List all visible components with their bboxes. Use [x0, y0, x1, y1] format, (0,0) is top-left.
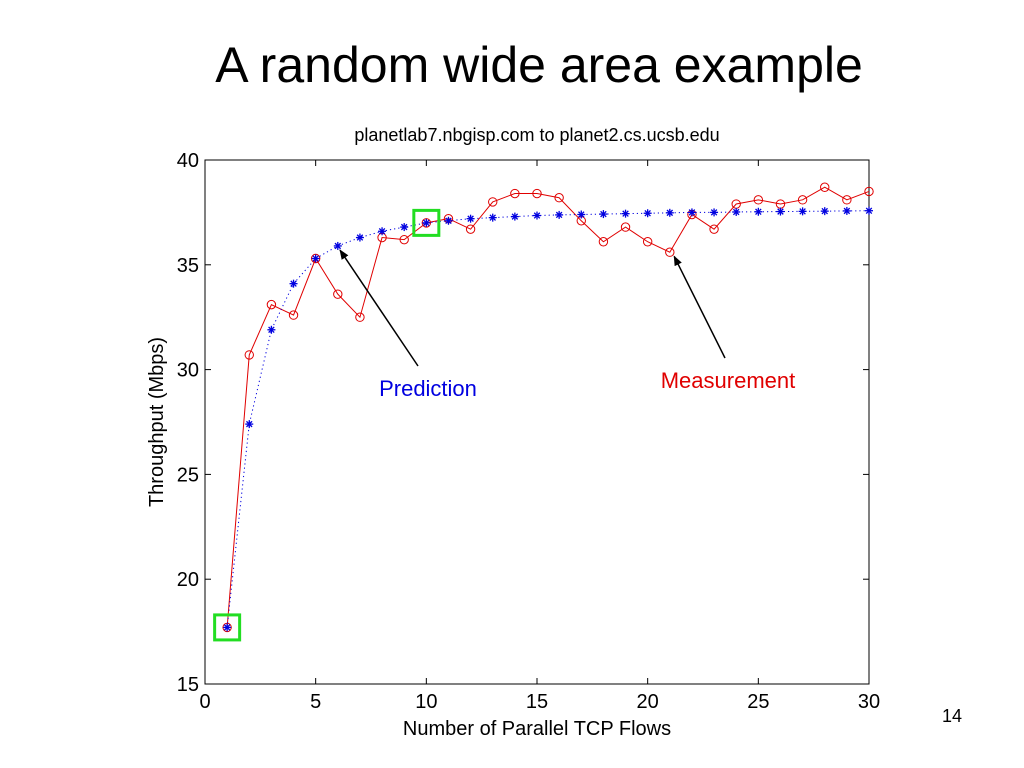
y-axis-label: Throughput (Mbps)	[146, 337, 168, 507]
prediction-point	[510, 212, 519, 221]
annotation-arrow	[339, 249, 419, 367]
measurement-point	[421, 218, 432, 228]
prediction-point	[820, 207, 829, 216]
measurement-point	[598, 237, 609, 247]
measurement-point	[642, 237, 653, 247]
prediction-point	[355, 233, 364, 242]
measurement-point	[864, 186, 874, 197]
prediction-point	[842, 206, 851, 215]
prediction-point	[687, 208, 696, 217]
measurement-point	[797, 195, 808, 205]
prediction-point	[378, 227, 387, 236]
measurement-point	[399, 234, 409, 245]
prediction-point	[488, 213, 497, 222]
y-tick-label: 35	[177, 255, 199, 277]
measurement-point	[333, 289, 343, 299]
y-tick-label: 30	[177, 360, 199, 382]
prediction-point	[798, 207, 807, 216]
x-tick-label: 20	[637, 691, 659, 713]
x-tick-label: 5	[310, 691, 321, 713]
prediction-point	[289, 279, 298, 288]
prediction-point	[665, 208, 674, 217]
prediction-point	[643, 209, 652, 218]
prediction-point	[267, 325, 276, 334]
measurement-point	[288, 310, 299, 320]
measurement-point	[222, 622, 232, 633]
measurement-point	[488, 197, 498, 207]
measurement-point	[842, 195, 852, 205]
measurement-point	[465, 224, 476, 234]
annotation-measurement: Measurement	[661, 368, 796, 393]
x-tick-label: 25	[747, 691, 769, 713]
prediction-point	[223, 623, 232, 632]
y-tick-label: 20	[177, 569, 199, 591]
chart-title: planetlab7.nbgisp.com to planet2.cs.ucsb…	[354, 125, 719, 145]
measurement-point	[620, 222, 631, 232]
x-tick-label: 10	[415, 691, 437, 713]
prediction-point	[732, 207, 741, 216]
measurement-point	[510, 188, 520, 199]
prediction-point	[444, 216, 453, 225]
prediction-point	[577, 210, 586, 219]
prediction-point	[710, 208, 719, 217]
slide-title: A random wide area example	[215, 37, 863, 93]
highlight-box	[412, 208, 441, 237]
prediction-point	[466, 214, 475, 223]
prediction-point	[599, 210, 608, 219]
plot-frame	[204, 159, 870, 685]
page-number: 14	[941, 706, 962, 726]
annotation-prediction: Prediction	[379, 376, 477, 401]
y-tick-label: 40	[177, 150, 199, 172]
prediction-point	[621, 209, 630, 218]
prediction-point	[754, 207, 763, 216]
measurement-point	[532, 188, 542, 199]
measurement-point	[665, 247, 675, 257]
measurement-point	[820, 182, 830, 192]
prediction-point	[422, 218, 431, 227]
measurement-point	[355, 312, 365, 322]
measurement-point	[709, 224, 719, 234]
prediction-point	[245, 420, 254, 429]
prediction-point	[533, 211, 541, 220]
prediction-point	[555, 210, 564, 219]
measurement-point	[244, 350, 254, 360]
measurement-point	[554, 193, 564, 203]
y-tick-label: 25	[177, 464, 199, 486]
prediction-point	[400, 223, 409, 232]
highlight-box	[213, 613, 242, 642]
prediction-point	[865, 206, 873, 215]
prediction-point	[311, 254, 320, 263]
x-tick-label: 0	[199, 691, 210, 713]
x-tick-label: 30	[858, 691, 880, 713]
measurement-point	[266, 299, 277, 310]
prediction-point	[333, 241, 342, 250]
x-tick-label: 15	[526, 691, 548, 713]
prediction-point	[776, 207, 785, 216]
annotation-arrow	[673, 255, 726, 359]
x-axis-label: Number of Parallel TCP Flows	[403, 718, 671, 740]
measurement-point	[753, 195, 764, 205]
measurement-point	[310, 253, 321, 264]
y-tick-label: 15	[177, 674, 199, 696]
